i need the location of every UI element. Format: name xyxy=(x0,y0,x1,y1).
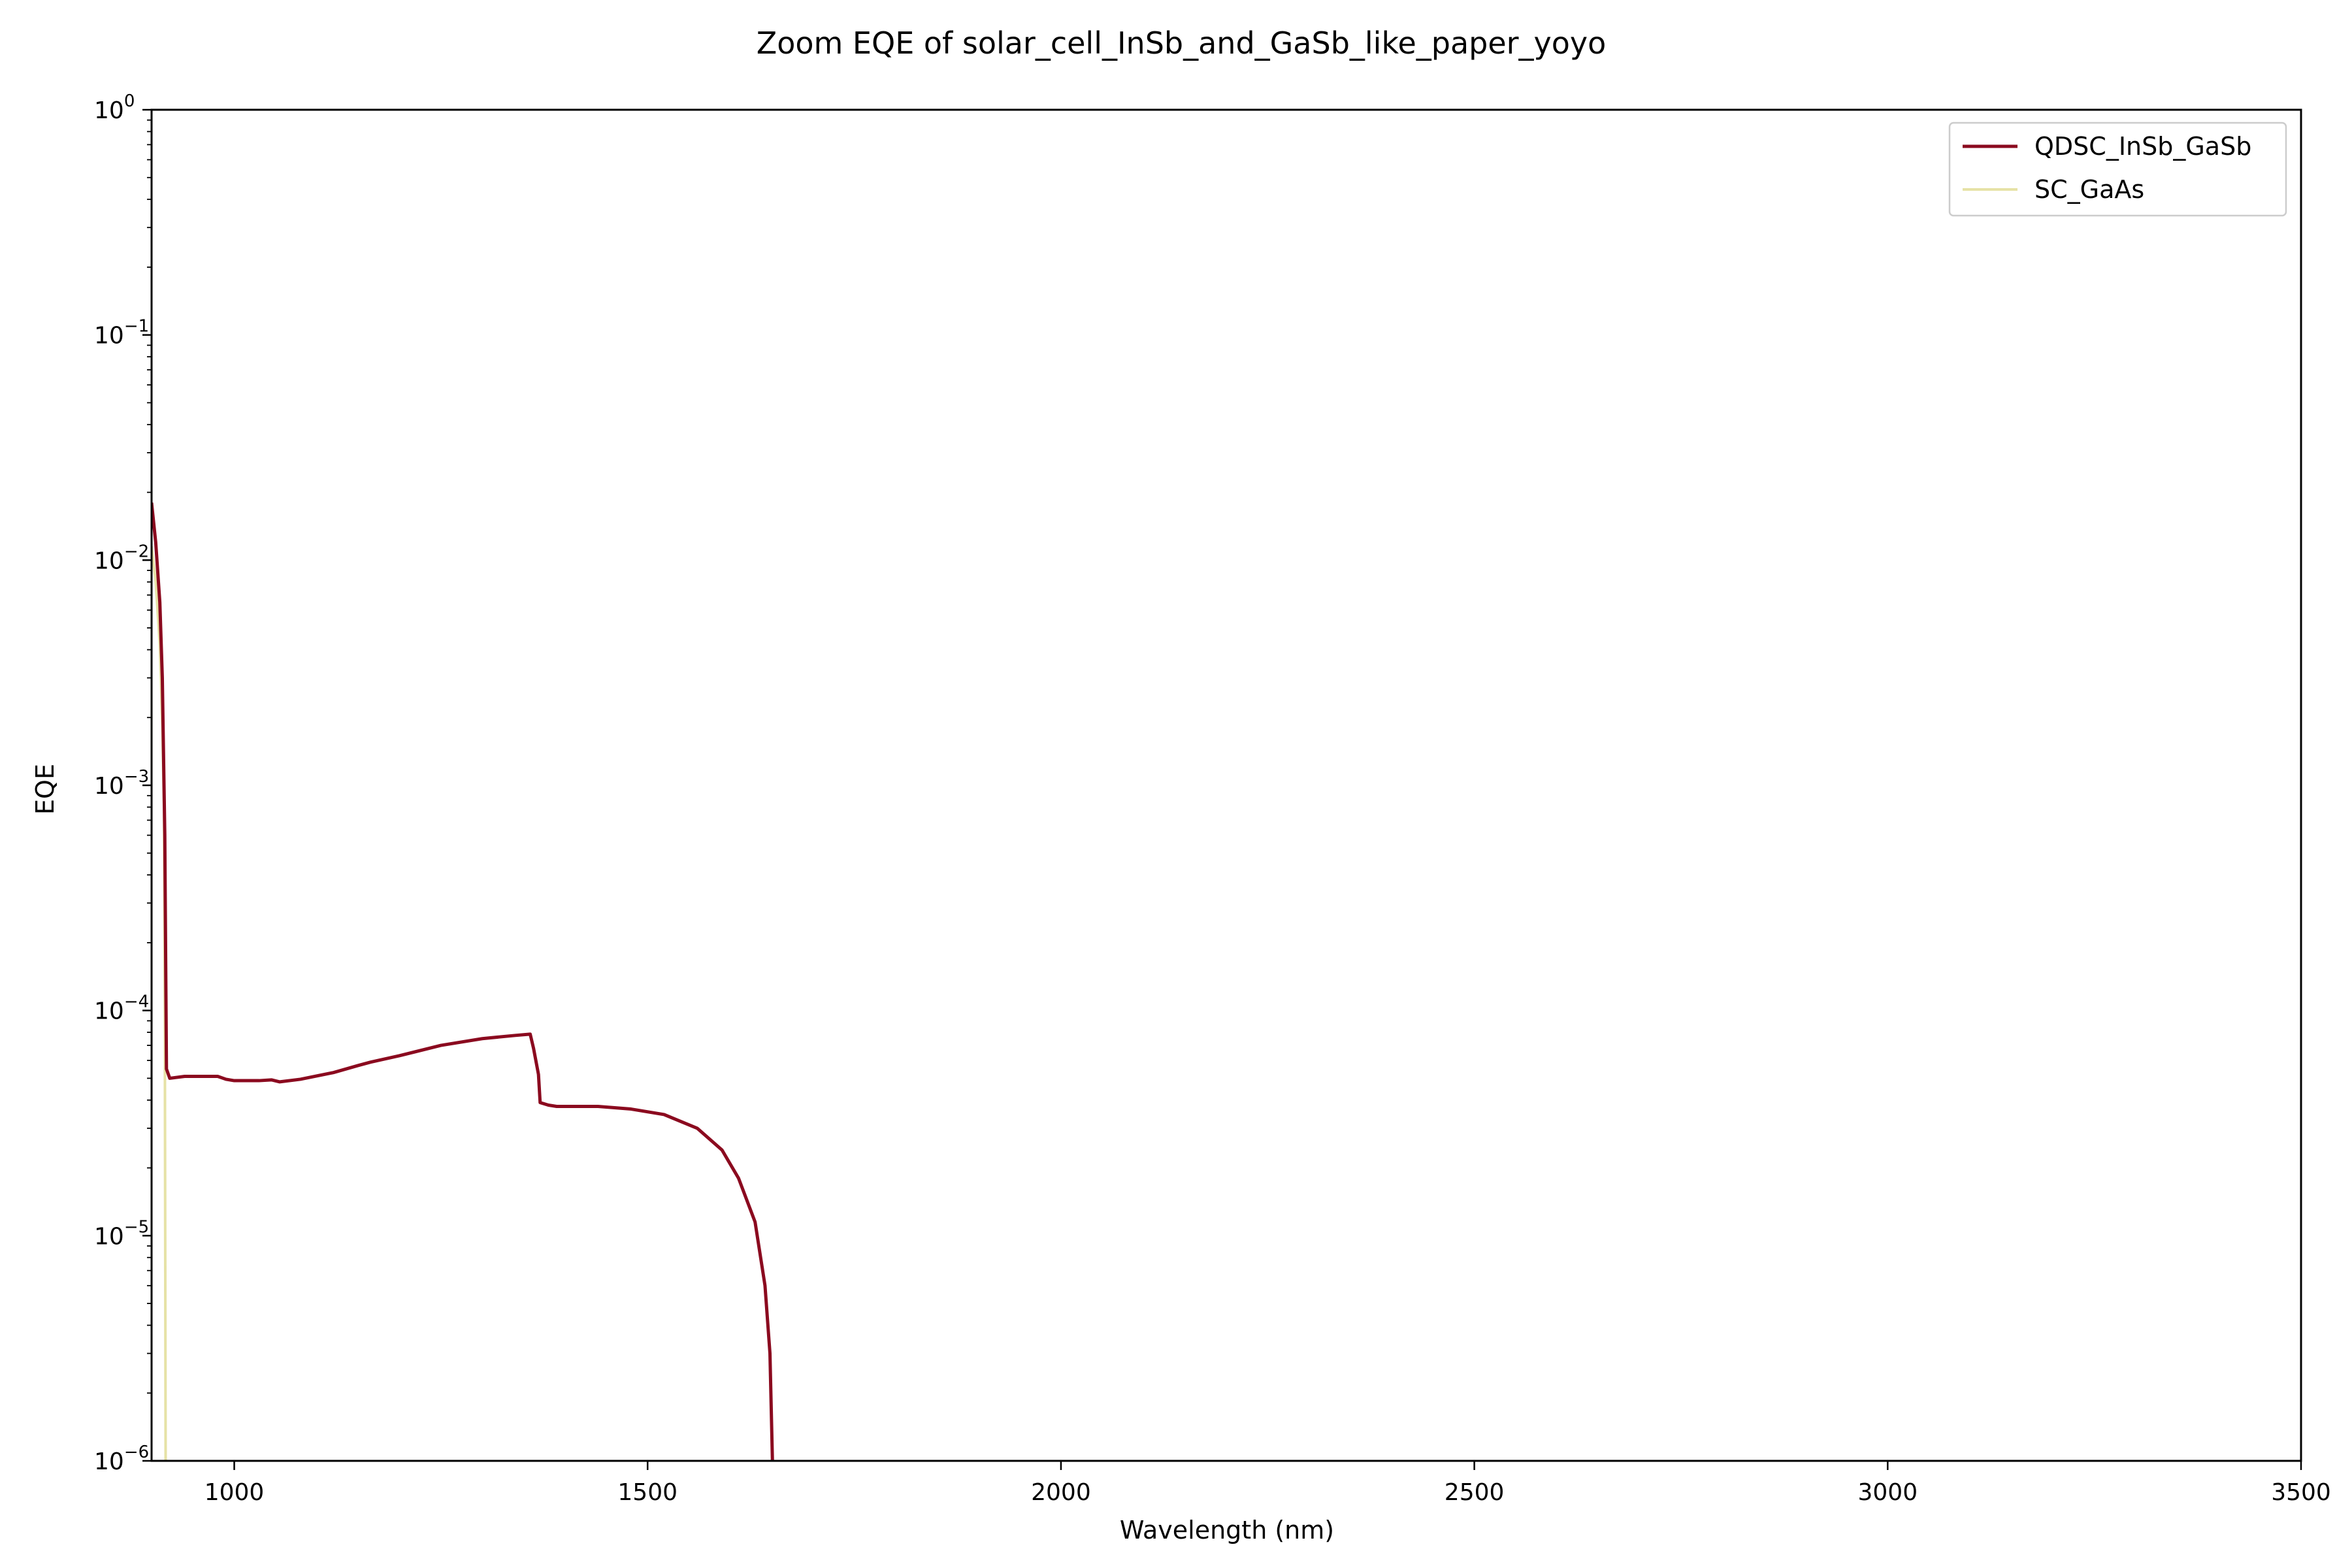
legend-label-sc-gaas: SC_GaAs xyxy=(2034,175,2144,204)
y-axis-label: EQE xyxy=(31,764,59,815)
y-tick-exponent: −6 xyxy=(124,1443,149,1462)
x-axis-label: Wavelength (nm) xyxy=(1120,1516,1334,1544)
y-tick-exponent: −2 xyxy=(124,542,149,561)
x-tick-label: 2500 xyxy=(1445,1479,1505,1506)
plot-frame xyxy=(150,108,2302,1462)
x-tick-label: 1500 xyxy=(617,1479,678,1506)
y-tick-label: 10−3 xyxy=(94,767,149,800)
y-tick-exponent: −4 xyxy=(124,992,149,1012)
x-tick-label: 1000 xyxy=(204,1479,265,1506)
chart-title: Zoom EQE of solar_cell_InSb_and_GaSb_lik… xyxy=(757,25,1607,61)
x-tick-label: 2000 xyxy=(1031,1479,1091,1506)
legend-box xyxy=(1948,122,2287,217)
y-tick-label: 10−1 xyxy=(94,317,149,350)
plot-area xyxy=(150,108,2302,1462)
y-tick-exponent: −1 xyxy=(124,317,149,336)
y-tick-label: 100 xyxy=(94,91,135,124)
legend: QDSC_InSb_GaSb SC_GaAs xyxy=(1948,122,2287,217)
x-axis: 1000 1500 2000 2500 3000 3500 xyxy=(204,1461,2331,1506)
y-tick-exponent: −3 xyxy=(124,767,149,787)
y-tick-label: 10−5 xyxy=(94,1217,149,1250)
y-tick-label: 10−6 xyxy=(94,1443,149,1475)
y-tick-label: 10−4 xyxy=(94,992,149,1025)
y-tick-exponent: −5 xyxy=(124,1217,149,1237)
y-axis: 100 10−1 10−2 10−3 10−4 10−5 10−6 xyxy=(94,91,152,1475)
y-tick-exponent: 0 xyxy=(124,91,135,111)
y-tick-label: 10−2 xyxy=(94,542,149,574)
x-tick-label: 3500 xyxy=(2271,1479,2331,1506)
series-line-qdsc-insb-gasb xyxy=(152,502,774,1461)
legend-label-qdsc-insb-gasb: QDSC_InSb_GaSb xyxy=(2034,132,2251,161)
x-tick-label: 3000 xyxy=(1857,1479,1918,1506)
